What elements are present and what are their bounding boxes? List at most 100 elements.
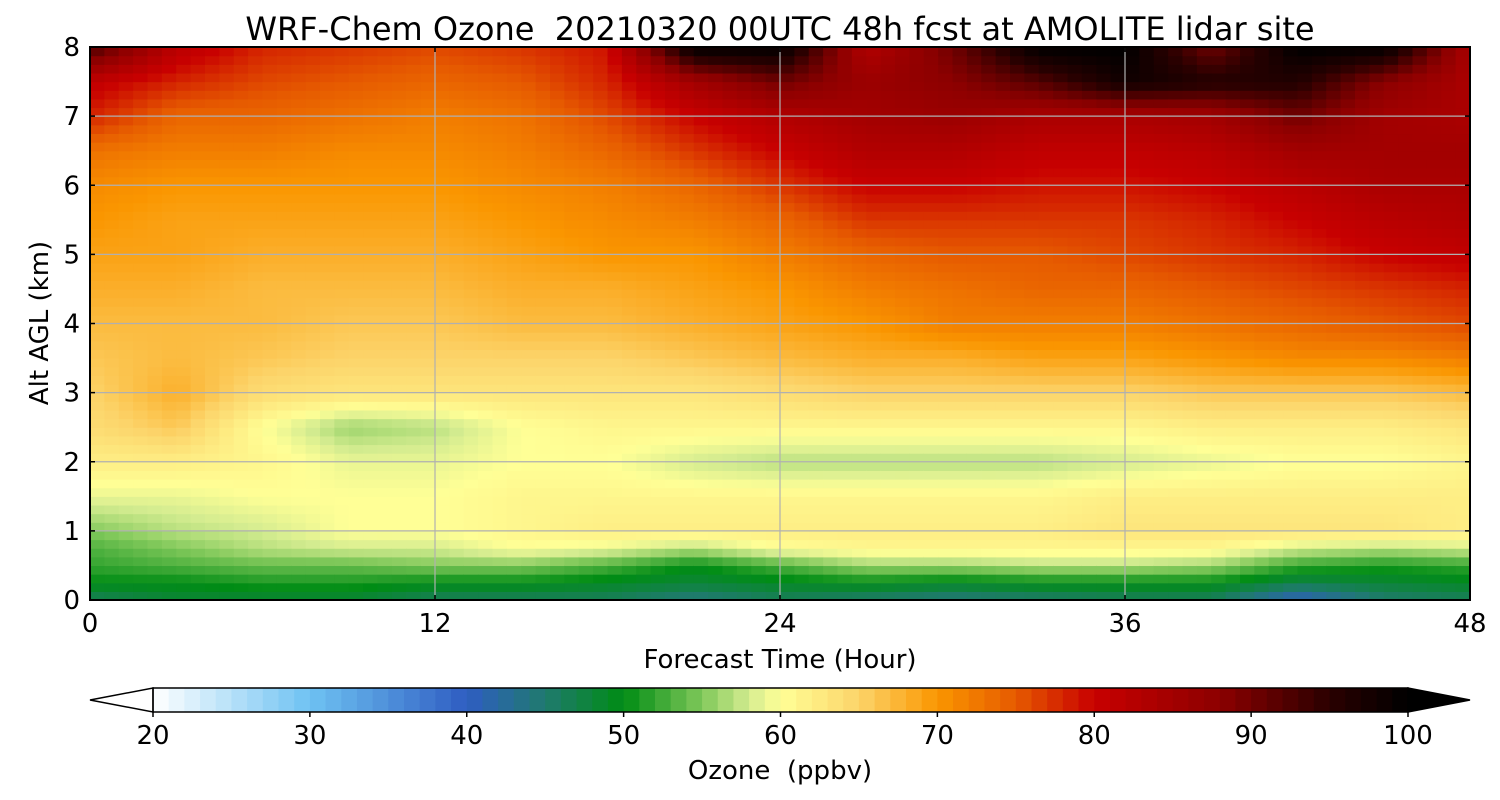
heat-cell (981, 366, 997, 376)
heat-cell (1168, 47, 1184, 57)
heat-cell (550, 427, 565, 437)
heat-cell (391, 245, 407, 255)
heat-cell (391, 340, 407, 351)
heat-cell (161, 219, 177, 230)
heat-cell (334, 409, 350, 420)
heat-cell (1081, 582, 1097, 592)
heat-cell (1096, 366, 1112, 376)
heat-cell (923, 349, 939, 359)
heat-cell (305, 72, 321, 83)
heat-cell (147, 55, 163, 65)
heat-cell (966, 582, 982, 592)
heat-cell (219, 513, 235, 523)
heat-cell (205, 366, 220, 376)
heat-cell (348, 444, 364, 454)
heat-cell (118, 254, 134, 264)
heat-cell (1125, 530, 1140, 541)
heat-cell (650, 167, 666, 178)
heat-cell (1053, 582, 1069, 592)
heat-cell (1010, 306, 1025, 316)
heat-cell (334, 237, 350, 247)
heat-cell (435, 167, 450, 178)
heat-cell (593, 314, 609, 325)
heat-cell (564, 358, 580, 368)
heat-cell (1168, 150, 1184, 160)
heat-cell (966, 444, 982, 454)
heat-cell (1067, 228, 1083, 238)
heat-cell (1038, 254, 1054, 264)
heat-cell (535, 453, 551, 463)
heat-cell (1010, 98, 1025, 109)
heat-cell (593, 254, 609, 264)
heat-cell (564, 280, 580, 290)
heat-cell (621, 504, 637, 515)
heat-cell (808, 479, 824, 489)
heat-cell (1168, 159, 1184, 169)
heat-cell (722, 453, 738, 463)
heat-cell (751, 133, 767, 143)
heat-cell (1125, 444, 1140, 454)
heat-cell (262, 116, 278, 126)
heat-cell (866, 288, 882, 299)
heat-cell (535, 263, 551, 273)
heat-cell (1053, 496, 1069, 506)
heat-cell (147, 124, 163, 135)
heat-cell (1182, 193, 1198, 204)
heat-cell (506, 219, 522, 230)
heat-cell (693, 418, 709, 428)
heat-cell (693, 288, 709, 299)
heat-cell (90, 358, 105, 368)
heat-cell (823, 297, 839, 307)
heat-cell (636, 202, 652, 212)
heat-cell (938, 539, 954, 549)
heat-cell (463, 55, 479, 65)
heat-cell (621, 55, 637, 65)
heat-cell (176, 504, 192, 515)
heat-cell (1081, 142, 1097, 152)
heat-cell (1081, 245, 1097, 255)
heat-cell (1053, 479, 1069, 489)
heat-cell (463, 90, 479, 100)
heat-cell (205, 81, 220, 91)
heat-cell (1110, 280, 1126, 290)
heat-cell (780, 513, 795, 523)
heat-cell (262, 142, 278, 152)
heat-cell (938, 513, 954, 523)
heat-cell (895, 383, 910, 394)
heat-cell (305, 548, 321, 558)
heat-cell (650, 453, 666, 463)
heat-cell (205, 340, 220, 351)
heat-cell (851, 444, 867, 454)
heat-cell (1139, 375, 1155, 385)
heat-cell (190, 64, 206, 74)
heat-cell (176, 479, 192, 489)
heat-cell (1024, 124, 1040, 135)
heat-cell (851, 150, 867, 160)
heat-cell (521, 522, 537, 532)
heat-cell (866, 254, 882, 264)
heat-cell (1053, 539, 1069, 549)
heat-cell (305, 124, 321, 135)
heat-cell (391, 461, 407, 471)
heat-cell (1096, 358, 1112, 368)
heat-cell (736, 150, 752, 160)
heat-cell (1096, 539, 1112, 549)
heat-cell (291, 47, 307, 57)
heat-cell (348, 142, 364, 152)
heat-cell (981, 340, 997, 351)
heat-cell (1096, 496, 1112, 506)
heat-cell (751, 159, 767, 169)
heat-cell (708, 453, 724, 463)
heat-cell (521, 167, 537, 178)
heat-cell (348, 202, 364, 212)
heat-cell (1053, 487, 1069, 497)
heat-cell (952, 349, 968, 359)
heat-cell (808, 90, 824, 100)
heat-cell (147, 375, 163, 385)
heat-cell (1196, 185, 1212, 195)
heat-cell (420, 574, 436, 584)
heat-cell (248, 504, 264, 515)
heat-cell (909, 435, 925, 446)
heat-cell (219, 340, 235, 351)
heat-cell (1125, 193, 1140, 204)
